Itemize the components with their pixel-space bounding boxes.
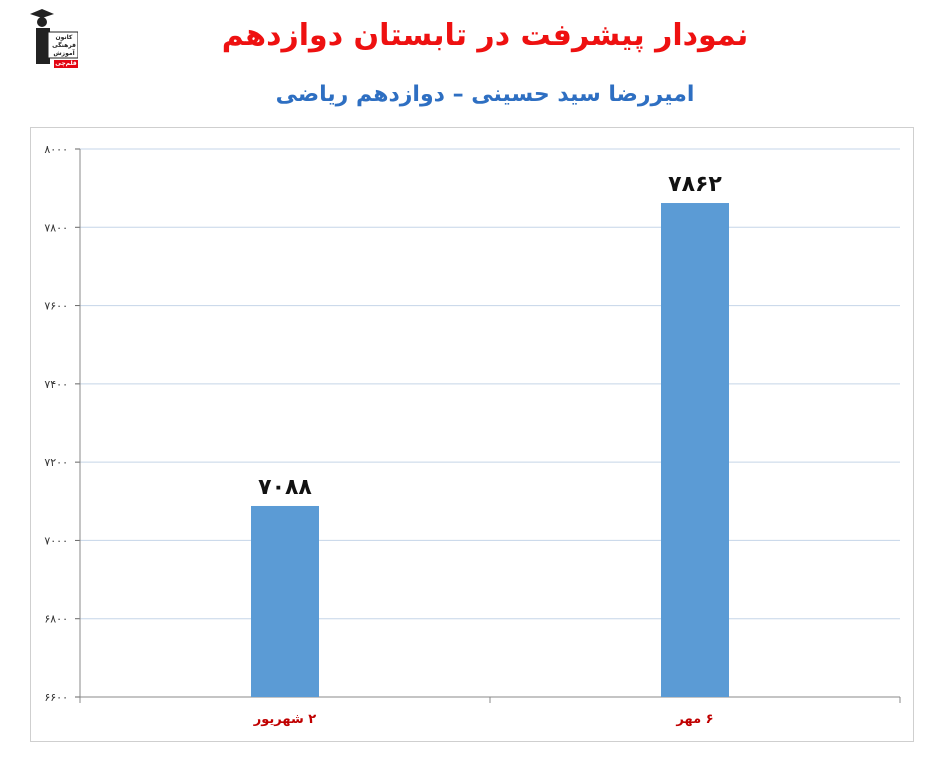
logo-line-3: آموزش xyxy=(53,50,75,57)
y-tick-label: ۷۴۰۰ xyxy=(44,378,68,391)
y-tick-label: ۶۶۰۰ xyxy=(44,691,68,704)
x-category-label: ۲ شهریور xyxy=(253,712,317,727)
graduate-figure-icon xyxy=(30,9,78,64)
y-tick-label: ۷۲۰۰ xyxy=(44,456,68,469)
y-tick-label: ۶۸۰۰ xyxy=(44,613,68,626)
y-tick-label: ۷۸۰۰ xyxy=(44,221,68,234)
logo-line-1: کانون xyxy=(55,34,73,41)
kanoon-logo: کانون فرهنگی آموزش قلم‌چی xyxy=(28,8,78,70)
bar-value-label: ۷۰۸۸ xyxy=(258,475,312,500)
y-tick-label: ۷۶۰۰ xyxy=(44,300,68,313)
chart-title: نمودار پیشرفت در تابستان دوازدهم xyxy=(221,18,749,53)
logo-line-2: فرهنگی xyxy=(52,42,76,49)
x-category-label: ۶ مهر xyxy=(675,712,713,727)
y-tick-label: ۷۰۰۰ xyxy=(44,534,68,547)
chart-frame xyxy=(30,127,914,742)
bar-value-label: ۷۸۶۲ xyxy=(668,172,722,197)
bar-2 xyxy=(661,203,729,697)
bar-1 xyxy=(251,505,319,697)
y-tick-label: ۸۰۰۰ xyxy=(44,143,68,156)
chart-subtitle: امیررضا سید حسینی – دوازدهم ریاضی xyxy=(275,82,695,107)
logo-badge: قلم‌چی xyxy=(54,60,78,68)
